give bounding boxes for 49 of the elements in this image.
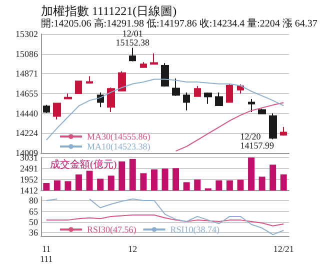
- candlestick: [129, 47, 136, 62]
- y-tick-label: 2491: [20, 164, 38, 174]
- candlestick: [226, 84, 233, 104]
- annotation: 12/20 14157.99: [240, 132, 274, 150]
- candlestick: [194, 86, 201, 98]
- candlestick: [53, 102, 61, 120]
- candlestick: [248, 98, 255, 113]
- legend-label: RSI10(38.74): [170, 224, 220, 234]
- annotation: 12/01 15152.38: [116, 28, 150, 48]
- y-tick-label: 14224: [16, 128, 38, 138]
- x-tick-label: 11 111: [40, 244, 53, 264]
- candlestick: [204, 92, 212, 104]
- line-series: [175, 102, 284, 152]
- x-tick-label: 12/21: [273, 244, 294, 254]
- y-tick-label: 80: [29, 196, 38, 206]
- y-tick-label: 50: [29, 217, 38, 228]
- candlestick: [86, 76, 93, 84]
- candlestick: [118, 70, 126, 92]
- legend-label: MA10(14523.38): [87, 142, 150, 152]
- candlestick: [215, 92, 223, 106]
- y-tick-label: 14440: [16, 108, 38, 118]
- y-tick-label: 15086: [16, 48, 38, 59]
- candlestick: [150, 52, 158, 65]
- candlestick: [64, 92, 72, 100]
- y-axis-title: 成交金額(億元): [50, 158, 117, 170]
- y-tick-label: 14871: [16, 68, 38, 79]
- candlestick: [183, 92, 190, 111]
- candlestick: [75, 80, 82, 95]
- chart-title: 加權指數 1111221(日線圖): [41, 4, 177, 18]
- candlestick: [43, 104, 50, 114]
- candlestick: [269, 112, 277, 140]
- x-tick-label: 12: [128, 244, 138, 254]
- y-tick-label: 1412: [20, 186, 38, 196]
- candlestick: [280, 126, 287, 136]
- candlestick: [107, 87, 115, 113]
- candlestick: [172, 78, 180, 96]
- line-series: [46, 78, 284, 141]
- candlestick: [258, 108, 266, 115]
- y-tick-label: 14655: [16, 88, 38, 99]
- legend-label: RSI30(47.56): [87, 224, 136, 234]
- legend-label: MA30(14555.86): [87, 132, 150, 142]
- y-tick-label: 15302: [16, 29, 38, 39]
- chart-subtitle: 開:14205.06 高:14291.98 低:14197.86 收:14234.4 量:2204 漲 64.37: [41, 18, 318, 30]
- candlestick: [140, 62, 147, 68]
- y-tick-label: 36: [29, 227, 38, 238]
- line-series: [46, 214, 284, 226]
- y-tick-label: 1952: [20, 174, 38, 184]
- y-tick-label: 65: [29, 206, 38, 216]
- candlestick: [161, 62, 169, 88]
